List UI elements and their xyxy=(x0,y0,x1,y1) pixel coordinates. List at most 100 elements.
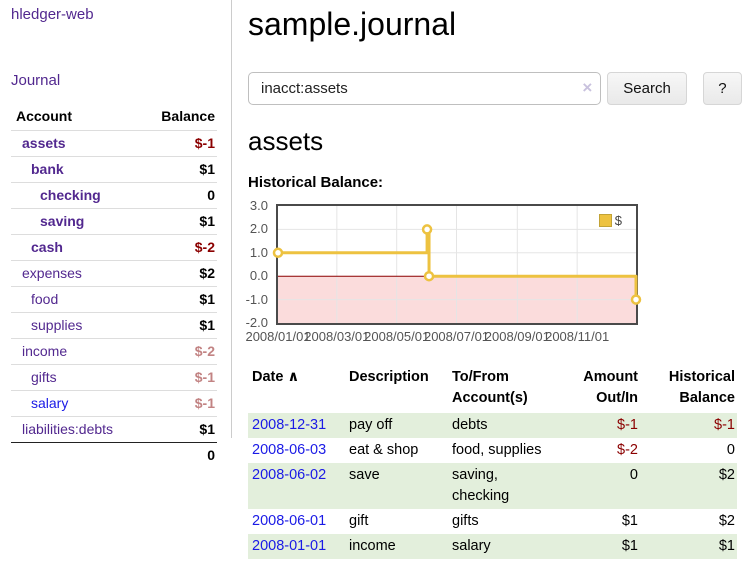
transaction-balance: $2 xyxy=(718,467,735,483)
register-row: 2008-06-03 eat & shop food, supplies $-2… xyxy=(248,438,737,463)
register-row: 2008-12-31 pay off debts $-1 $-1 xyxy=(248,413,737,438)
account-row-expenses: expenses $2 xyxy=(11,260,217,287)
account-link-food[interactable]: food xyxy=(31,291,59,307)
register-table: Date ∧ Description To/From Account(s) Am… xyxy=(248,365,737,559)
transaction-date-link[interactable]: 2008-06-01 xyxy=(252,513,327,529)
register-row: 2008-06-02 save saving, checking 0 $2 xyxy=(248,463,737,509)
register-header-date[interactable]: Date ∧ xyxy=(248,365,345,413)
legend-label: $ xyxy=(614,213,622,228)
register-header-description: Description xyxy=(349,369,429,385)
sort-asc-icon: ∧ xyxy=(287,369,300,385)
app-brand-link[interactable]: hledger-web xyxy=(11,6,94,23)
transaction-date-link[interactable]: 2008-01-01 xyxy=(252,538,327,554)
search-form: × Search ? xyxy=(248,72,742,105)
accounts-total-balance: 0 xyxy=(207,447,215,463)
account-balance: $-2 xyxy=(194,343,215,359)
account-link-gifts[interactable]: gifts xyxy=(31,369,57,385)
account-balance: $-1 xyxy=(194,395,215,411)
account-link-salary[interactable]: salary xyxy=(31,395,69,411)
transaction-date-link[interactable]: 2008-06-02 xyxy=(252,467,327,483)
account-balance: 0 xyxy=(207,187,215,203)
transaction-accounts: salary xyxy=(452,538,491,554)
chart-plot-area: $ xyxy=(272,204,642,325)
search-button[interactable]: Search xyxy=(607,72,687,105)
legend-swatch-icon xyxy=(598,214,612,227)
account-link-liabilities-debts[interactable]: liabilities:debts xyxy=(22,421,114,437)
x-tick-label: 2008/05/01 xyxy=(364,329,430,344)
y-tick-label: 0.0 xyxy=(249,268,268,284)
account-link-assets[interactable]: assets xyxy=(22,135,66,151)
y-tick-label: 2.0 xyxy=(249,221,268,237)
register-header-row: Date ∧ Description To/From Account(s) Am… xyxy=(248,365,737,413)
sidebar: hledger-web Journal Account Balance asse… xyxy=(0,0,232,463)
historical-balance-chart: 3.0 2.0 1.0 0.0 -1.0 -2.0 $ 2008/01/01 2008/03… xyxy=(245,198,742,349)
y-tick-label: -1.0 xyxy=(245,291,268,307)
account-link-saving[interactable]: saving xyxy=(40,213,85,229)
accounts-total-row: 0 xyxy=(11,442,217,469)
help-button[interactable]: ? xyxy=(702,72,742,105)
account-link-supplies[interactable]: supplies xyxy=(31,317,83,333)
account-row-assets: assets $-1 xyxy=(11,130,217,157)
chart-title: Historical Balance: xyxy=(248,174,384,191)
transaction-description: eat & shop xyxy=(349,442,419,458)
account-balance: $1 xyxy=(199,317,215,333)
transaction-accounts: saving, checking xyxy=(452,467,510,504)
account-balance: $2 xyxy=(199,265,215,281)
account-balance: $-1 xyxy=(194,135,215,151)
account-row-supplies: supplies $1 xyxy=(11,312,217,339)
x-tick-label: 2008/11/01 xyxy=(545,329,610,344)
transaction-description: gift xyxy=(349,513,369,529)
search-input[interactable] xyxy=(248,72,602,105)
header-date-label: Date xyxy=(252,369,284,385)
account-row-checking: checking 0 xyxy=(11,182,217,209)
transaction-description: income xyxy=(349,538,396,554)
main-content: sample.journal × Search ? assets Histori… xyxy=(245,0,742,559)
account-row-gifts: gifts $-1 xyxy=(11,364,217,391)
account-row-cash: cash $-2 xyxy=(11,234,217,261)
account-link-bank[interactable]: bank xyxy=(31,161,64,177)
account-link-income[interactable]: income xyxy=(22,343,68,359)
transaction-amount: $1 xyxy=(621,538,638,554)
transaction-amount: $-2 xyxy=(617,442,638,458)
account-row-income: income $-2 xyxy=(11,338,217,365)
account-balance: $1 xyxy=(199,291,215,307)
register-row: 2008-01-01 income salary $1 $1 xyxy=(248,534,737,559)
transaction-accounts: food, supplies xyxy=(452,442,542,458)
account-row-liabilities-debts: liabilities:debts $1 xyxy=(11,416,217,443)
transaction-description: save xyxy=(349,467,380,483)
transaction-balance: 0 xyxy=(726,442,735,458)
account-row-salary: salary $-1 xyxy=(11,390,217,417)
y-tick-label: 1.0 xyxy=(249,244,268,260)
account-balance: $1 xyxy=(199,213,215,229)
transaction-amount: $-1 xyxy=(617,417,638,433)
register-row: 2008-06-01 gift gifts $1 $2 xyxy=(248,509,737,534)
account-heading: assets xyxy=(248,126,324,156)
transaction-date-link[interactable]: 2008-06-03 xyxy=(252,442,327,458)
y-tick-label: 3.0 xyxy=(249,198,268,213)
clear-search-icon[interactable]: × xyxy=(582,78,593,97)
x-tick-label: 2008/03/01 xyxy=(304,329,370,344)
account-link-expenses[interactable]: expenses xyxy=(22,265,82,281)
transaction-accounts: gifts xyxy=(452,513,479,529)
balance-chart-svg xyxy=(272,206,642,323)
account-link-cash[interactable]: cash xyxy=(31,239,63,255)
page-title: sample.journal xyxy=(248,6,457,42)
transaction-balance: $1 xyxy=(718,538,735,554)
transaction-amount: $1 xyxy=(621,513,638,529)
chart-legend: $ xyxy=(596,213,624,228)
transaction-description: pay off xyxy=(349,417,393,433)
sidebar-item-journal[interactable]: Journal xyxy=(11,72,61,89)
account-balance: $-2 xyxy=(194,239,215,255)
x-tick-label: 2008/01/01 xyxy=(245,329,311,344)
transaction-date-link[interactable]: 2008-12-31 xyxy=(252,417,327,433)
account-row-saving: saving $1 xyxy=(11,208,217,235)
account-link-checking[interactable]: checking xyxy=(40,187,101,203)
transaction-balance: $-1 xyxy=(714,417,735,433)
x-tick-label: 2008/07/01 xyxy=(423,329,490,344)
register-header-balance: Historical Balance xyxy=(668,369,735,406)
transaction-amount: 0 xyxy=(629,467,638,483)
register-header-accounts: To/From Account(s) xyxy=(452,369,528,406)
account-balance: $-1 xyxy=(194,369,215,385)
x-tick-label: 2008/09/01 xyxy=(484,329,550,344)
account-balance: $1 xyxy=(199,161,215,177)
